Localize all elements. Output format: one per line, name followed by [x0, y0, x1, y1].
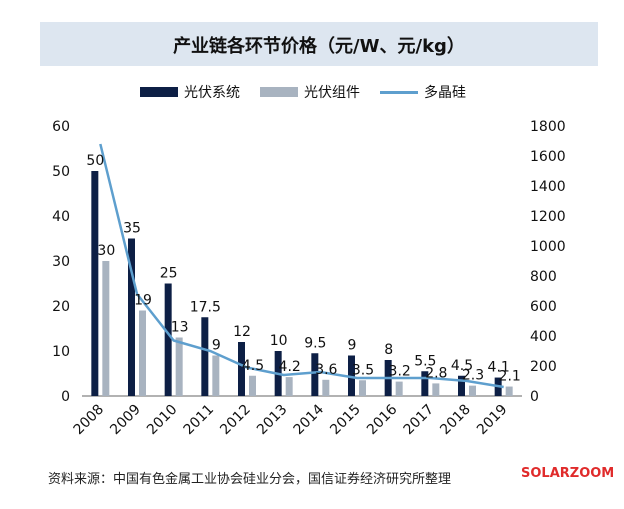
data-label-module: 19 [134, 293, 152, 309]
legend-item-system: 光伏系统 [140, 82, 240, 102]
bar-system [91, 171, 99, 396]
bar-module [102, 261, 110, 396]
y-right-tick-label: 1400 [530, 179, 566, 195]
solarzoom-logo: SOLARZOOM [521, 466, 615, 481]
legend-swatch-system [140, 87, 178, 97]
data-label-system: 4.1 [488, 360, 510, 376]
data-label-module: 4.2 [279, 359, 301, 375]
y-right-tick-label: 1800 [530, 119, 566, 135]
y-right-tick-label: 1600 [530, 149, 566, 165]
legend-label-system: 光伏系统 [184, 85, 240, 101]
title-bar: 产业链各环节价格（元/W、元/kg） [40, 22, 598, 66]
data-label-module: 13 [171, 320, 189, 336]
data-label-module: 9 [212, 338, 221, 354]
data-label-system: 4.5 [451, 358, 473, 374]
bar-module [285, 377, 293, 396]
bar-system [201, 317, 209, 396]
bar-module [359, 380, 366, 396]
chart-title: 产业链各环节价格（元/W、元/kg） [173, 36, 465, 57]
y-right-tick-label: 600 [530, 299, 557, 315]
x-tick-label: 2008 [71, 402, 108, 439]
legend-label-polysilicon: 多晶硅 [424, 85, 466, 101]
legend-item-polysilicon: 多晶硅 [380, 82, 466, 102]
bar-module [175, 337, 183, 396]
x-tick-label: 2019 [474, 402, 511, 439]
x-tick-label: 2009 [107, 402, 144, 439]
y-right-tick-label: 800 [530, 269, 557, 285]
bar-module [395, 381, 403, 396]
data-label-system: 9 [348, 338, 357, 354]
data-label-system: 10 [270, 333, 288, 349]
y-left-tick-label: 60 [52, 119, 70, 135]
bar-module [212, 355, 220, 396]
y-left-tick-label: 40 [52, 209, 70, 225]
y-right-tick-label: 400 [530, 329, 557, 345]
line-polysilicon [99, 143, 504, 389]
data-label-module: 2.3 [462, 368, 484, 384]
data-label-system: 5.5 [414, 353, 436, 369]
bar-module [249, 375, 256, 396]
legend-swatch-module [260, 87, 298, 97]
bar-module [469, 385, 476, 396]
data-label-module: 3.2 [389, 364, 411, 380]
x-tick-label: 2015 [327, 402, 364, 439]
data-label-system: 8 [384, 342, 393, 358]
data-label-module: 2.1 [499, 369, 521, 385]
y-left-tick-label: 20 [52, 299, 70, 315]
x-tick-label: 2010 [144, 402, 181, 439]
bar-system [421, 371, 429, 396]
y-left-tick-label: 30 [52, 254, 70, 270]
bar-system [128, 238, 135, 396]
y-right-tick-label: 1000 [530, 239, 566, 255]
x-tick-label: 2017 [401, 402, 438, 439]
bar-system [458, 375, 465, 396]
y-right-tick-label: 0 [530, 389, 539, 405]
data-label-system: 35 [123, 221, 141, 237]
legend-item-module: 光伏组件 [260, 82, 360, 102]
data-label-module: 2.8 [425, 365, 447, 381]
x-tick-label: 2013 [254, 402, 291, 439]
data-label-system: 50 [86, 153, 104, 169]
bar-system [164, 283, 172, 396]
legend-swatch-polysilicon [380, 90, 418, 94]
y-right-tick-label: 200 [530, 359, 557, 375]
legend-label-module: 光伏组件 [304, 85, 360, 101]
bar-module [139, 310, 146, 396]
x-tick-label: 2016 [364, 401, 401, 438]
bar-system [348, 355, 355, 396]
data-label-system: 12 [233, 324, 251, 340]
y-left-tick-label: 10 [52, 344, 70, 360]
x-tick-label: 2018 [437, 402, 474, 439]
data-label-module: 4.5 [242, 358, 264, 374]
y-left-tick-label: 0 [61, 389, 70, 405]
bar-module [322, 379, 330, 396]
bar-system [311, 353, 319, 396]
legend: 光伏系统 光伏组件 多晶硅 [140, 82, 486, 102]
data-label-system: 25 [160, 266, 178, 282]
x-tick-label: 2011 [181, 402, 218, 439]
bar-system [238, 342, 245, 396]
data-label-module: 30 [97, 243, 115, 259]
y-left-tick-label: 50 [52, 164, 70, 180]
bar-module [432, 383, 440, 396]
data-label-system: 17.5 [190, 299, 221, 315]
bar-module [505, 386, 513, 396]
y-right-tick-label: 1200 [530, 209, 566, 225]
x-tick-label: 2012 [217, 402, 254, 439]
x-tick-label: 2014 [291, 401, 328, 438]
source-note: 资料来源：中国有色金属工业协会硅业分会，国信证券经济研究所整理 [48, 472, 452, 487]
data-label-module: 3.6 [315, 362, 337, 378]
data-label-module: 3.5 [352, 362, 374, 378]
data-label-system: 9.5 [304, 335, 326, 351]
